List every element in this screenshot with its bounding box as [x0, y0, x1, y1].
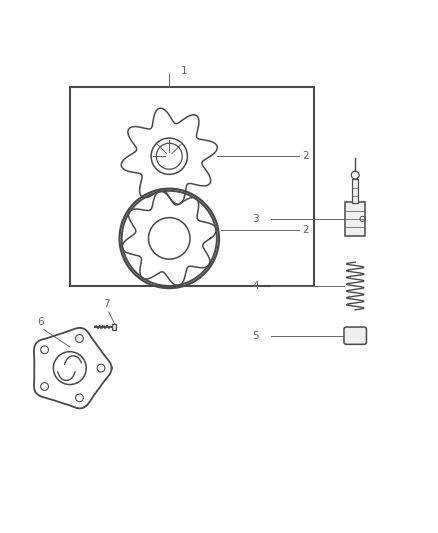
FancyBboxPatch shape: [345, 202, 365, 236]
Text: 3: 3: [252, 214, 259, 224]
FancyBboxPatch shape: [344, 327, 367, 344]
Bar: [70, 87, 314, 286]
Text: 2: 2: [302, 151, 309, 161]
Text: 2: 2: [302, 225, 309, 235]
Bar: [352, 179, 358, 203]
Bar: [112, 324, 116, 330]
Text: 6: 6: [38, 317, 44, 327]
Text: 7: 7: [103, 299, 110, 309]
Text: 1: 1: [181, 66, 188, 76]
Text: 4: 4: [252, 281, 259, 291]
Text: 5: 5: [252, 330, 259, 341]
